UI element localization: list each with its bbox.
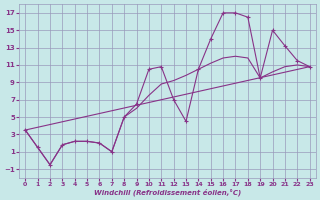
X-axis label: Windchill (Refroidissement éolien,°C): Windchill (Refroidissement éolien,°C)	[94, 188, 241, 196]
